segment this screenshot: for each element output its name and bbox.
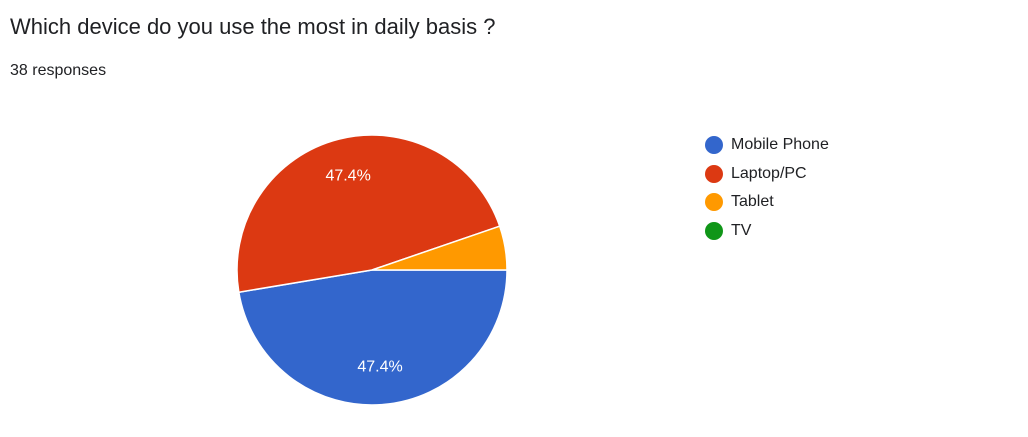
- pie-chart: 47.4% 47.4%: [236, 134, 508, 406]
- legend-item-laptop-pc[interactable]: Laptop/PC: [705, 160, 829, 189]
- legend-label: Tablet: [731, 193, 774, 211]
- response-count: 38 responses: [10, 62, 107, 79]
- pie-slice-tablet[interactable]: [371, 225, 508, 271]
- slice-label-mobile-phone: 47.4%: [357, 358, 402, 375]
- legend-item-mobile-phone[interactable]: Mobile Phone: [705, 131, 829, 160]
- slice-label-laptop-pc: 47.4%: [325, 167, 370, 184]
- legend-label: TV: [731, 221, 752, 239]
- legend-swatch-icon: [705, 136, 723, 155]
- legend-swatch-icon: [705, 164, 723, 183]
- pie-slice-laptop-pc[interactable]: [236, 134, 501, 294]
- legend-swatch-icon: [705, 193, 723, 212]
- chart-legend: Mobile Phone Laptop/PC Tablet TV: [705, 131, 829, 245]
- chart-title: Which device do you use the most in dail…: [10, 14, 496, 39]
- pie-slice-mobile-phone[interactable]: [237, 269, 508, 406]
- legend-item-tv[interactable]: TV: [705, 217, 829, 246]
- legend-swatch-icon: [705, 221, 723, 240]
- legend-label: Mobile Phone: [731, 136, 829, 154]
- legend-label: Laptop/PC: [731, 164, 807, 182]
- legend-item-tablet[interactable]: Tablet: [705, 188, 829, 217]
